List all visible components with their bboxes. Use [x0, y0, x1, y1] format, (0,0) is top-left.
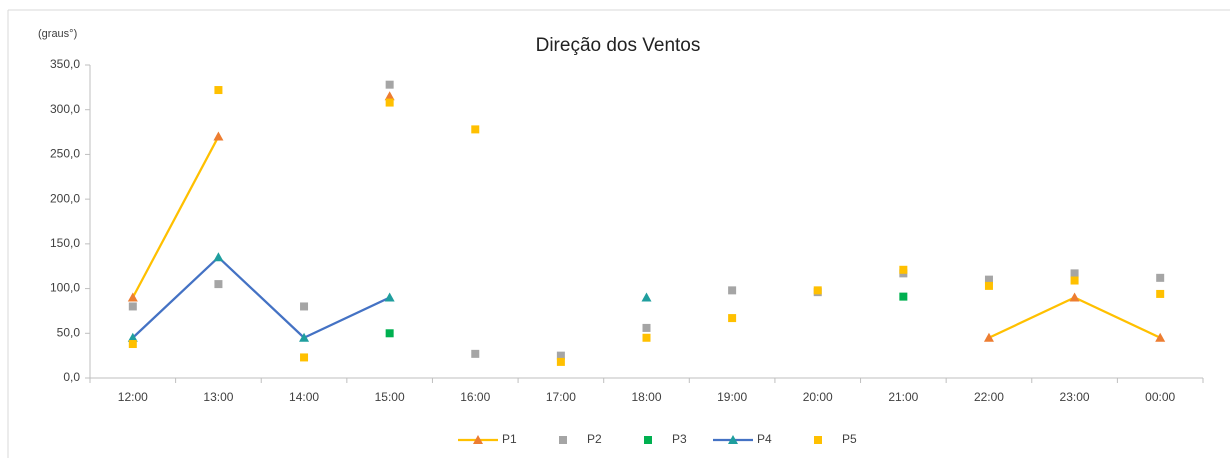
data-point	[642, 333, 651, 342]
data-point	[728, 314, 737, 323]
data-point	[1069, 292, 1080, 302]
data-point	[642, 323, 651, 332]
data-point	[385, 329, 394, 338]
data-point	[899, 292, 908, 301]
data-point	[213, 252, 224, 262]
y-tick-label: 200,0	[50, 191, 80, 205]
data-point	[728, 286, 737, 295]
data-point	[299, 332, 310, 342]
x-tick-label: 18:00	[631, 390, 661, 404]
x-tick-label: 17:00	[546, 390, 576, 404]
x-tick-label: 20:00	[803, 390, 833, 404]
data-point	[471, 349, 480, 358]
x-tick-label: 23:00	[1060, 390, 1090, 404]
data-point	[385, 80, 394, 89]
data-point	[300, 353, 309, 362]
data-point	[127, 332, 138, 342]
y-tick-label: 150,0	[50, 236, 80, 250]
y-tick-label: 100,0	[50, 281, 80, 295]
data-point	[1070, 269, 1079, 278]
legend-marker	[559, 436, 567, 444]
y-axis-label: (graus°)	[38, 28, 77, 40]
legend-marker	[728, 435, 738, 444]
data-point	[384, 292, 395, 302]
y-tick-label: 250,0	[50, 147, 80, 161]
data-point	[984, 281, 993, 290]
data-point	[384, 91, 395, 101]
x-tick-label: 12:00	[118, 390, 148, 404]
series-line	[131, 136, 1161, 339]
data-point	[214, 86, 223, 95]
x-tick-label: 14:00	[289, 390, 319, 404]
data-point	[214, 280, 223, 289]
legend-marker	[644, 436, 652, 444]
data-point	[1156, 273, 1165, 282]
chart-title: Direção dos Ventos	[536, 35, 701, 56]
legend-label: P4	[757, 432, 772, 446]
legend-label: P1	[502, 432, 517, 446]
legend-label: P3	[672, 432, 687, 446]
data-point	[471, 125, 480, 134]
data-point	[1070, 276, 1079, 285]
x-tick-label: 21:00	[888, 390, 918, 404]
data-point	[984, 275, 993, 284]
x-tick-label: 15:00	[375, 390, 405, 404]
data-point	[128, 302, 137, 311]
data-point	[1155, 332, 1166, 342]
data-point	[556, 357, 565, 366]
legend-marker	[473, 435, 483, 444]
x-tick-label: 16:00	[460, 390, 490, 404]
data-point	[300, 302, 309, 311]
data-point	[983, 332, 994, 342]
x-tick-label: 00:00	[1145, 390, 1175, 404]
data-point	[641, 292, 652, 302]
y-tick-label: 350,0	[50, 57, 80, 71]
data-point	[556, 351, 565, 360]
data-point	[213, 131, 224, 141]
x-tick-label: 19:00	[717, 390, 747, 404]
data-point	[899, 265, 908, 274]
data-point	[1156, 289, 1165, 298]
legend-marker	[814, 436, 822, 444]
y-tick-label: 0,0	[63, 370, 80, 384]
x-tick-label: 22:00	[974, 390, 1004, 404]
data-point	[127, 292, 138, 302]
y-tick-label: 50,0	[57, 325, 81, 339]
legend-label: P2	[587, 432, 602, 446]
x-tick-label: 13:00	[203, 390, 233, 404]
legend-label: P5	[842, 432, 857, 446]
y-tick-label: 300,0	[50, 102, 80, 116]
data-point	[128, 340, 137, 349]
data-point	[813, 286, 822, 295]
data-point	[385, 98, 394, 107]
